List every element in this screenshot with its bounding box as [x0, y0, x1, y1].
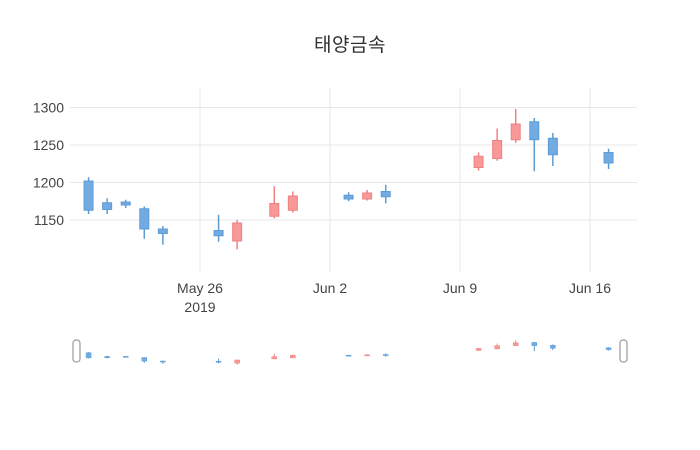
- candle-body: [362, 192, 373, 200]
- candlestick[interactable]: [83, 177, 94, 214]
- mini-candle-body: [215, 361, 222, 363]
- rangeslider-candlestick: [271, 353, 278, 360]
- candlestick[interactable]: [139, 206, 150, 239]
- mini-candle-body: [122, 356, 129, 358]
- rangeslider-candlestick: [345, 354, 352, 357]
- candlestick[interactable]: [603, 148, 614, 169]
- candle-body: [343, 194, 354, 200]
- mini-candle-body: [364, 354, 370, 357]
- candle-body: [287, 195, 298, 211]
- x-tick-label: Jun 16: [569, 280, 611, 296]
- rangeslider-candlestick: [475, 347, 482, 351]
- candlestick[interactable]: [269, 186, 280, 219]
- candle-body: [102, 202, 113, 210]
- mini-candle-body: [141, 357, 148, 362]
- candlestick[interactable]: [529, 118, 540, 172]
- mini-candle-body: [531, 342, 538, 346]
- x-tick-label: Jun 2: [313, 280, 347, 296]
- candlestick[interactable]: [343, 192, 354, 202]
- candle-body: [473, 155, 484, 168]
- candle-body: [269, 203, 280, 217]
- rangeslider-candlestick: [382, 353, 389, 357]
- candlestick[interactable]: [362, 190, 373, 201]
- mini-candle-body: [550, 345, 556, 349]
- candle-body: [213, 230, 224, 237]
- mini-candle-body: [290, 355, 296, 359]
- mini-candle-body: [494, 345, 500, 350]
- chart-title: 태양금속: [314, 35, 386, 56]
- rangeslider-candlestick: [605, 347, 612, 351]
- candle-body: [83, 180, 94, 211]
- mini-candle-body: [271, 356, 278, 360]
- rangeslider-candlestick: [531, 341, 538, 352]
- candle-body: [139, 208, 150, 230]
- rangeslider-candlestick: [160, 360, 166, 364]
- candlestick[interactable]: [380, 184, 391, 204]
- rangeslider-candlestick: [512, 340, 519, 347]
- candle-body: [120, 201, 131, 206]
- candle-body: [232, 222, 243, 242]
- candlestick[interactable]: [232, 220, 243, 250]
- x-tick-sublabel: 2019: [184, 299, 215, 315]
- candlestick[interactable]: [120, 199, 131, 208]
- mini-candle-body: [345, 354, 352, 357]
- candle-body: [603, 152, 614, 164]
- candle-body: [380, 191, 391, 198]
- mini-candle-body: [512, 342, 519, 346]
- candle-body: [157, 228, 168, 234]
- rangeslider-candlestick: [364, 354, 370, 357]
- x-tick-label: Jun 9: [443, 280, 477, 296]
- candle-body: [547, 137, 558, 156]
- y-tick-label: 1300: [33, 100, 64, 116]
- rangeslider-track[interactable]: [76, 334, 628, 370]
- mini-candle-body: [382, 354, 389, 356]
- rangeslider-candlestick: [494, 343, 500, 350]
- x-tick-label: May 26: [177, 280, 223, 296]
- rangeslider-handle-right[interactable]: [619, 339, 628, 363]
- plot-area[interactable]: [70, 88, 637, 272]
- y-tick-label: 1200: [33, 175, 64, 191]
- candlestick[interactable]: [473, 152, 484, 171]
- mini-candle-body: [475, 348, 482, 351]
- rangeslider-candlestick: [234, 359, 240, 365]
- mini-candle-body: [85, 352, 92, 359]
- candlestick[interactable]: [157, 226, 168, 245]
- rangeslider-candlestick: [85, 352, 92, 359]
- candlestick[interactable]: [102, 198, 113, 214]
- rangeslider-handle-left[interactable]: [72, 339, 81, 363]
- rangeslider-candlestick: [122, 355, 129, 358]
- rangeslider-candlestick: [550, 344, 556, 351]
- y-tick-label: 1250: [33, 137, 64, 153]
- candlestick[interactable]: [492, 128, 503, 161]
- candlestick[interactable]: [287, 191, 298, 213]
- candlestick[interactable]: [547, 133, 558, 166]
- mini-candle-body: [104, 356, 110, 358]
- rangeslider-candlestick: [290, 354, 296, 359]
- candle-body: [529, 121, 540, 141]
- rangeslider-candlestick: [104, 355, 110, 359]
- mini-candle-body: [234, 359, 240, 364]
- rangeslider-candlestick: [215, 358, 222, 364]
- mini-candle-body: [605, 347, 612, 350]
- candlestick[interactable]: [213, 214, 224, 242]
- candle-body: [510, 123, 521, 141]
- mini-candle-body: [160, 360, 166, 363]
- y-tick-label: 1150: [34, 212, 64, 228]
- candlestick[interactable]: [510, 109, 521, 143]
- candle-body: [492, 140, 503, 159]
- rangeslider-candlestick: [141, 357, 148, 363]
